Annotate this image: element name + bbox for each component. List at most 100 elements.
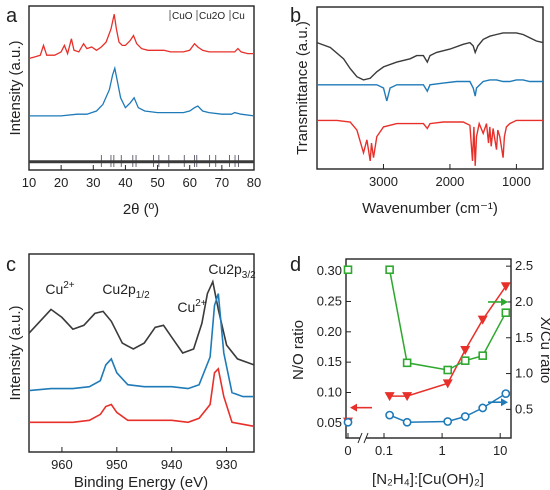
panel-d-frame xyxy=(345,258,512,439)
panel-d-y-tick-label-right: 2.5 xyxy=(515,258,533,273)
panel-d-point-blue xyxy=(478,403,488,413)
panel-c-series-red xyxy=(29,367,255,428)
panel-d-y-tick-label-right: 0.5 xyxy=(515,401,533,416)
panel-c-x-ticks: 960 950 940 930 xyxy=(51,447,237,472)
panel-a-frame xyxy=(28,5,255,171)
panel-b-x-tick-label: 2000 xyxy=(435,174,464,189)
panel-b-x-ticks: 3000 2000 1000 xyxy=(369,164,531,189)
panel-d-point-red xyxy=(460,346,471,356)
panel-d-point-blue xyxy=(402,417,412,427)
peak-annotation: Cu2p3/2 xyxy=(208,261,256,281)
panel-b-x-tick-label: 1000 xyxy=(502,174,531,189)
panel-c-x-tick-label: 930 xyxy=(216,457,238,472)
panel-b-letter: b xyxy=(290,5,301,27)
panel-b-x-label: Wavenumber (cm⁻¹) xyxy=(362,200,498,217)
panel-d-point-red xyxy=(500,282,511,292)
panel-d-y-tick-label-right: 1.0 xyxy=(515,366,533,381)
panel-a-series xyxy=(28,14,255,164)
panel-c-letter: c xyxy=(6,254,16,276)
panel-d-line-red xyxy=(389,285,507,397)
legend-label-cu: Cu xyxy=(232,11,245,22)
panel-a-x-tick-label: 40 xyxy=(118,175,132,190)
panel-d-y-tick-label-left: 0.30 xyxy=(317,263,342,278)
panel-a-series-red xyxy=(28,14,254,60)
panel-b-x-tick-label: 3000 xyxy=(369,174,398,189)
legend-label-cuo: CuO xyxy=(172,11,193,22)
panel-d-x-tick-label: 10 xyxy=(493,443,507,458)
panel-d-y-label-right: X/Cu ratio xyxy=(537,317,550,384)
axis-arrow-head-green xyxy=(501,297,508,306)
panel-d-y-tick-label-right: 1.5 xyxy=(515,330,533,345)
panel-d-point-red xyxy=(442,379,453,389)
panel-d-point-green xyxy=(460,356,470,365)
panel-d-point-green xyxy=(501,308,511,318)
panel-a-x-ticks: 10 20 30 40 50 60 70 80 xyxy=(22,165,261,190)
panel-d-point-blue xyxy=(385,410,395,420)
panel-c-x-tick-label: 950 xyxy=(106,457,128,472)
panel-a-letter: a xyxy=(6,5,18,27)
panel-c-frame xyxy=(28,253,255,453)
panel-a-x-tick-label: 10 xyxy=(22,175,36,190)
panel-b-y-label: Transmittance (a.u.) xyxy=(294,21,311,155)
panel-a-x-label: 2θ (º) xyxy=(123,201,159,218)
panel-b-series-dark xyxy=(316,32,544,81)
panel-b-series-blue xyxy=(317,79,543,102)
panel-c-series-blue xyxy=(28,293,254,398)
panel-d-x-label: [N₂H₄]:[Cu(OH)₂] xyxy=(372,471,484,488)
panel-a-y-label: Intensity (a.u.) xyxy=(7,40,24,135)
panel-d-point-blue xyxy=(443,417,453,426)
axis-break-mark xyxy=(357,432,363,444)
panel-d-y-label-left: N/O ratio xyxy=(290,320,307,380)
panel-a: a CuO Cu2O Cu 10 20 30 40 50 60 70 80 2θ (º) In… xyxy=(6,5,261,218)
panel-a-x-tick-label: 20 xyxy=(54,175,68,190)
panel-d-point-green xyxy=(385,265,394,275)
panel-d-x-tick-label: 0 xyxy=(344,443,351,458)
panel-b: b 3000 2000 1000 Wavenumber (cm⁻¹) Transmi… xyxy=(290,5,544,217)
panel-c-series-dark xyxy=(28,279,255,366)
panel-c-series xyxy=(28,279,255,428)
panel-b-series xyxy=(316,32,544,166)
panel-d: d 0 0.1 1 10 0.05 0.10 0.15 0.20 0.25 0.30 0.5 1.0 1… xyxy=(290,254,550,488)
panel-b-series-red xyxy=(317,119,543,166)
panel-d-point-blue xyxy=(460,412,470,421)
panel-d-y-tick-label-left: 0.15 xyxy=(317,354,342,369)
axis-arrow-head-red xyxy=(350,403,357,412)
panel-a-x-tick-label: 60 xyxy=(182,175,196,190)
panel-d-point-blue xyxy=(501,389,511,399)
axis-arrow-head-blue xyxy=(501,398,508,407)
panel-d-x-tick-label: 0.1 xyxy=(375,443,393,458)
panel-c-x-label: Binding Energy (eV) xyxy=(74,474,208,490)
peak-annotation: Cu2+ xyxy=(45,280,74,297)
panel-d-point-red xyxy=(384,392,395,402)
panel-d-point-red xyxy=(402,392,413,402)
panel-b-frame xyxy=(316,6,544,170)
panel-a-x-tick-label: 80 xyxy=(247,175,261,190)
panel-a-x-tick-label: 70 xyxy=(215,175,229,190)
panel-d-point-green xyxy=(478,351,488,360)
panel-c-y-label: Intensity (a.u.) xyxy=(7,305,24,400)
panel-a-series-blue xyxy=(29,65,255,117)
panel-d-letter: d xyxy=(290,254,301,276)
panel-c-x-tick-label: 960 xyxy=(51,457,73,472)
panel-d-series xyxy=(343,265,511,427)
panel-d-y-tick-label-left: 0.10 xyxy=(317,384,342,399)
panel-d-y-tick-label-left: 0.05 xyxy=(317,415,342,430)
panel-d-line-green xyxy=(388,269,507,371)
panel-d-point-green xyxy=(343,265,353,275)
legend-label-cu2o: Cu2O xyxy=(199,11,225,22)
panel-c-x-tick-label: 940 xyxy=(161,457,183,472)
axis-break-mark xyxy=(363,432,369,444)
panel-d-point-red xyxy=(477,315,488,325)
panel-d-x-tick-label: 1 xyxy=(438,443,445,458)
axis-break-gap xyxy=(360,432,366,444)
panel-d-point-green xyxy=(443,365,453,375)
panel-d-y-tick-label-left: 0.20 xyxy=(317,324,342,339)
panel-a-legend: CuO Cu2O Cu xyxy=(169,10,245,22)
peak-annotation: Cu2p1/2 xyxy=(102,281,150,301)
panel-d-ticks: 0 0.1 1 10 0.05 0.10 0.15 0.20 0.25 0.30 0.5 1.0 1.5… xyxy=(317,258,533,458)
panel-d-y-tick-label-right: 2.0 xyxy=(515,294,533,309)
panel-a-x-tick-label: 30 xyxy=(86,175,100,190)
panel-d-y-tick-label-left: 0.25 xyxy=(317,293,342,308)
